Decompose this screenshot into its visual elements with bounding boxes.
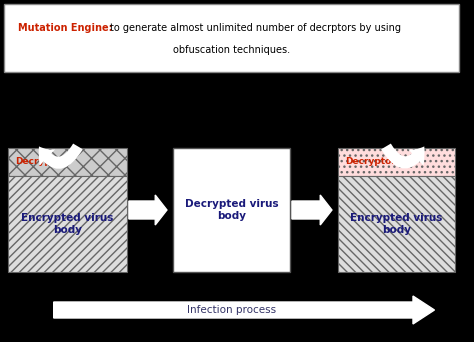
FancyArrowPatch shape (381, 144, 425, 169)
Text: Decryptor: Decryptor (16, 158, 66, 167)
FancyArrowPatch shape (39, 144, 82, 169)
Bar (338, 148, 455, 176)
Bar (338, 176, 455, 272)
Text: Encrypted virus
body: Encrypted virus body (21, 213, 114, 235)
Text: Decrypted virus
body: Decrypted virus body (184, 199, 278, 221)
Bar (173, 148, 290, 272)
Text: obfuscation techniques.: obfuscation techniques. (173, 45, 290, 55)
Bar (4, 4, 459, 72)
Text: Mutation Engine:: Mutation Engine: (18, 23, 112, 33)
FancyArrow shape (129, 195, 167, 225)
Bar (8, 176, 127, 272)
Bar (8, 148, 127, 176)
FancyArrow shape (54, 296, 435, 324)
Text: Decryptor: Decryptor (346, 158, 396, 167)
FancyArrow shape (292, 195, 332, 225)
Text: Encrypted virus
body: Encrypted virus body (350, 213, 443, 235)
Text: to generate almost unlimited number of decrptors by using: to generate almost unlimited number of d… (110, 23, 401, 33)
Text: Infection process: Infection process (187, 305, 276, 315)
